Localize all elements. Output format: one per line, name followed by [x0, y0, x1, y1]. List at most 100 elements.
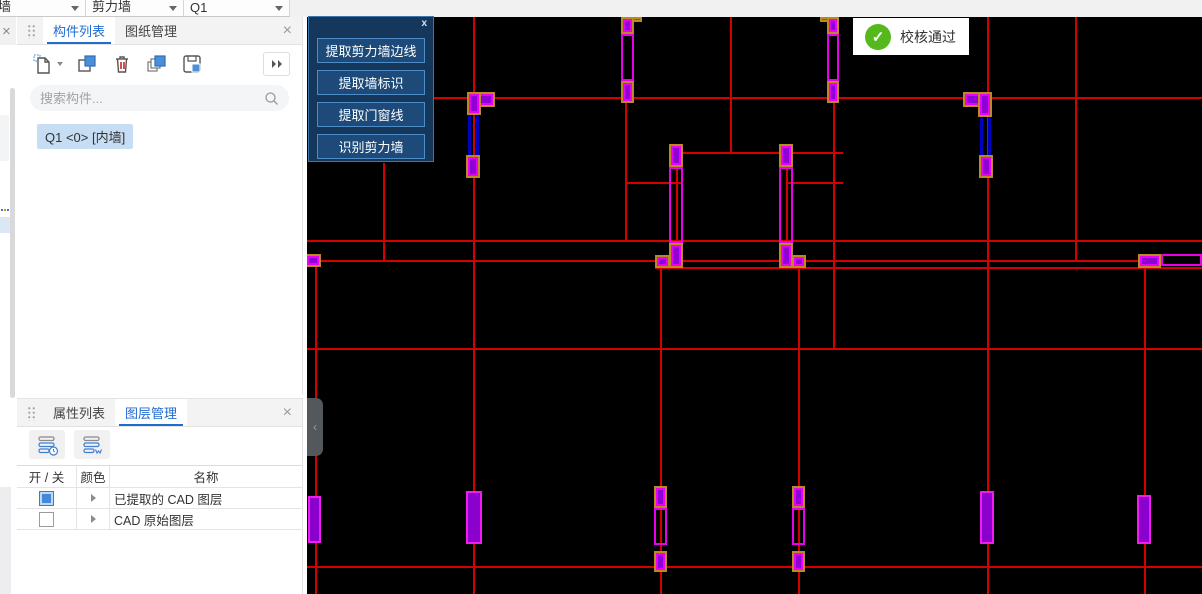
component-panel-tabbar: 构件列表 图纸管理 ×: [17, 17, 302, 45]
cad-grid-line: [473, 17, 475, 594]
search-icon: [265, 91, 278, 105]
search-input[interactable]: [40, 90, 264, 106]
wall-segment: [979, 155, 993, 178]
layer-name: 已提取的 CAD 图层: [114, 492, 223, 507]
table-row: CAD 原始图层: [17, 509, 302, 530]
wall-segment: [654, 551, 667, 572]
layer-table-header: 开 / 关 颜色 名称: [17, 466, 302, 488]
layer-toolbar: [17, 427, 302, 462]
wall-segment: [827, 34, 839, 81]
dropdown-category[interactable]: 剪力墙: [86, 0, 184, 17]
wall-segment: [466, 155, 480, 178]
chevron-left-icon: ‹: [313, 420, 317, 434]
batch-copy-button[interactable]: [143, 50, 171, 78]
wall-segment: [654, 486, 667, 508]
double-chevron-right-icon: [271, 59, 282, 68]
show-extracted-layers-button[interactable]: [29, 430, 65, 459]
left-edge-header: ×: [0, 17, 16, 45]
check-status-label: 校核通过: [900, 28, 956, 45]
wall-segment: [792, 486, 805, 508]
close-icon[interactable]: x: [421, 18, 427, 29]
drag-handle-icon[interactable]: [27, 406, 36, 421]
dropdown-category-label: 剪力墙: [92, 0, 132, 14]
cad-grid-line: [1075, 17, 1077, 260]
wall-segment: [1161, 254, 1202, 266]
check-circle-icon: ✓: [865, 23, 891, 50]
expand-arrow-icon[interactable]: [90, 494, 96, 502]
dropdown-component-label: Q1: [190, 0, 208, 15]
tab-property-list[interactable]: 属性列表: [53, 406, 106, 421]
close-icon[interactable]: ×: [282, 403, 292, 421]
layer-visibility-checkbox[interactable]: [39, 490, 54, 506]
cad-grid-line: [987, 17, 989, 594]
layer-name: CAD 原始图层: [114, 513, 194, 528]
drag-handle-icon[interactable]: [27, 24, 36, 39]
new-component-button[interactable]: [29, 50, 66, 78]
wall-segment: [1138, 254, 1161, 268]
show-original-layers-button[interactable]: [74, 430, 110, 459]
layer-panel-tabbar: 属性列表 图层管理 ×: [17, 399, 302, 427]
copy-component-button[interactable]: [73, 50, 101, 78]
left-edge-selection: [0, 217, 11, 233]
expand-toolbar-button[interactable]: [263, 51, 290, 76]
chevron-down-icon: [71, 6, 79, 11]
dropdown-wall[interactable]: 墙: [0, 0, 86, 17]
wall-segment: [669, 243, 683, 268]
cad-canvas[interactable]: ‹: [307, 17, 1202, 594]
component-list-panel: 构件列表 图纸管理 ×: [17, 17, 303, 395]
tab-drawing-management[interactable]: 图纸管理: [125, 24, 178, 39]
extract-shearwall-edge-button[interactable]: 提取剪力墙边线: [317, 38, 425, 63]
wall-segment: [779, 243, 793, 268]
wall-segment: [621, 81, 634, 103]
extract-wall-mark-button[interactable]: 提取墙标识: [317, 70, 425, 95]
save-component-button[interactable]: [178, 50, 206, 78]
left-edge-block: [0, 487, 11, 594]
cad-grid-line: [1144, 263, 1146, 594]
new-document-icon: [33, 54, 50, 74]
wall-segment: [792, 551, 805, 572]
search-box: [30, 85, 289, 111]
close-icon[interactable]: ×: [282, 21, 292, 39]
cad-grid-line: [798, 267, 800, 594]
tab-component-list[interactable]: 构件列表: [43, 17, 116, 44]
wall-segment: [1137, 495, 1151, 544]
check-status-badge: ✓ 校核通过: [853, 18, 969, 55]
cad-grid-line: [625, 182, 682, 184]
wall-segment: [980, 117, 991, 157]
cad-grid-line: [655, 267, 1202, 269]
wall-segment: [655, 255, 670, 268]
tab-layer-management[interactable]: 图层管理: [115, 399, 188, 426]
layers-copy-icon: [147, 54, 166, 72]
cad-extract-toolbar: x 提取剪力墙边线 提取墙标识 提取门窗线 识别剪力墙: [308, 16, 434, 162]
layer-panel: 属性列表 图层管理 ×: [17, 398, 303, 594]
expand-arrow-icon[interactable]: [90, 515, 96, 523]
dropdown-component[interactable]: Q1: [184, 0, 290, 17]
layer-visibility-checkbox[interactable]: [39, 511, 54, 527]
identify-shearwall-button[interactable]: 识别剪力墙: [317, 134, 425, 159]
delete-component-button[interactable]: [108, 50, 136, 78]
wall-segment: [978, 92, 992, 117]
col-header-onoff: 开 / 关: [17, 466, 77, 487]
chevron-down-icon: [169, 6, 177, 11]
cad-grid-line: [307, 240, 1202, 242]
chevron-down-icon: [275, 6, 283, 11]
wall-segment: [827, 81, 839, 103]
scrollbar[interactable]: [10, 88, 15, 398]
cad-grid-line: [383, 163, 385, 260]
copy-icon: [78, 54, 96, 72]
cad-grid-line: [730, 17, 732, 152]
cad-grid-line: [833, 100, 835, 348]
layer-list-clock-icon: [38, 435, 59, 456]
collapse-handle[interactable]: ‹: [307, 398, 323, 456]
wall-segment: [308, 496, 321, 543]
cad-grid-line: [676, 167, 678, 243]
extract-door-window-line-button[interactable]: 提取门窗线: [317, 102, 425, 127]
component-item-q1[interactable]: Q1 <0> [内墙]: [37, 124, 134, 149]
component-toolbar: [17, 45, 302, 82]
cad-grid-line: [682, 152, 843, 154]
close-icon[interactable]: ×: [2, 22, 11, 40]
col-header-name: 名称: [193, 471, 219, 485]
wall-segment: [307, 254, 321, 267]
wall-segment: [621, 17, 634, 34]
cad-grid-line: [430, 97, 1202, 99]
